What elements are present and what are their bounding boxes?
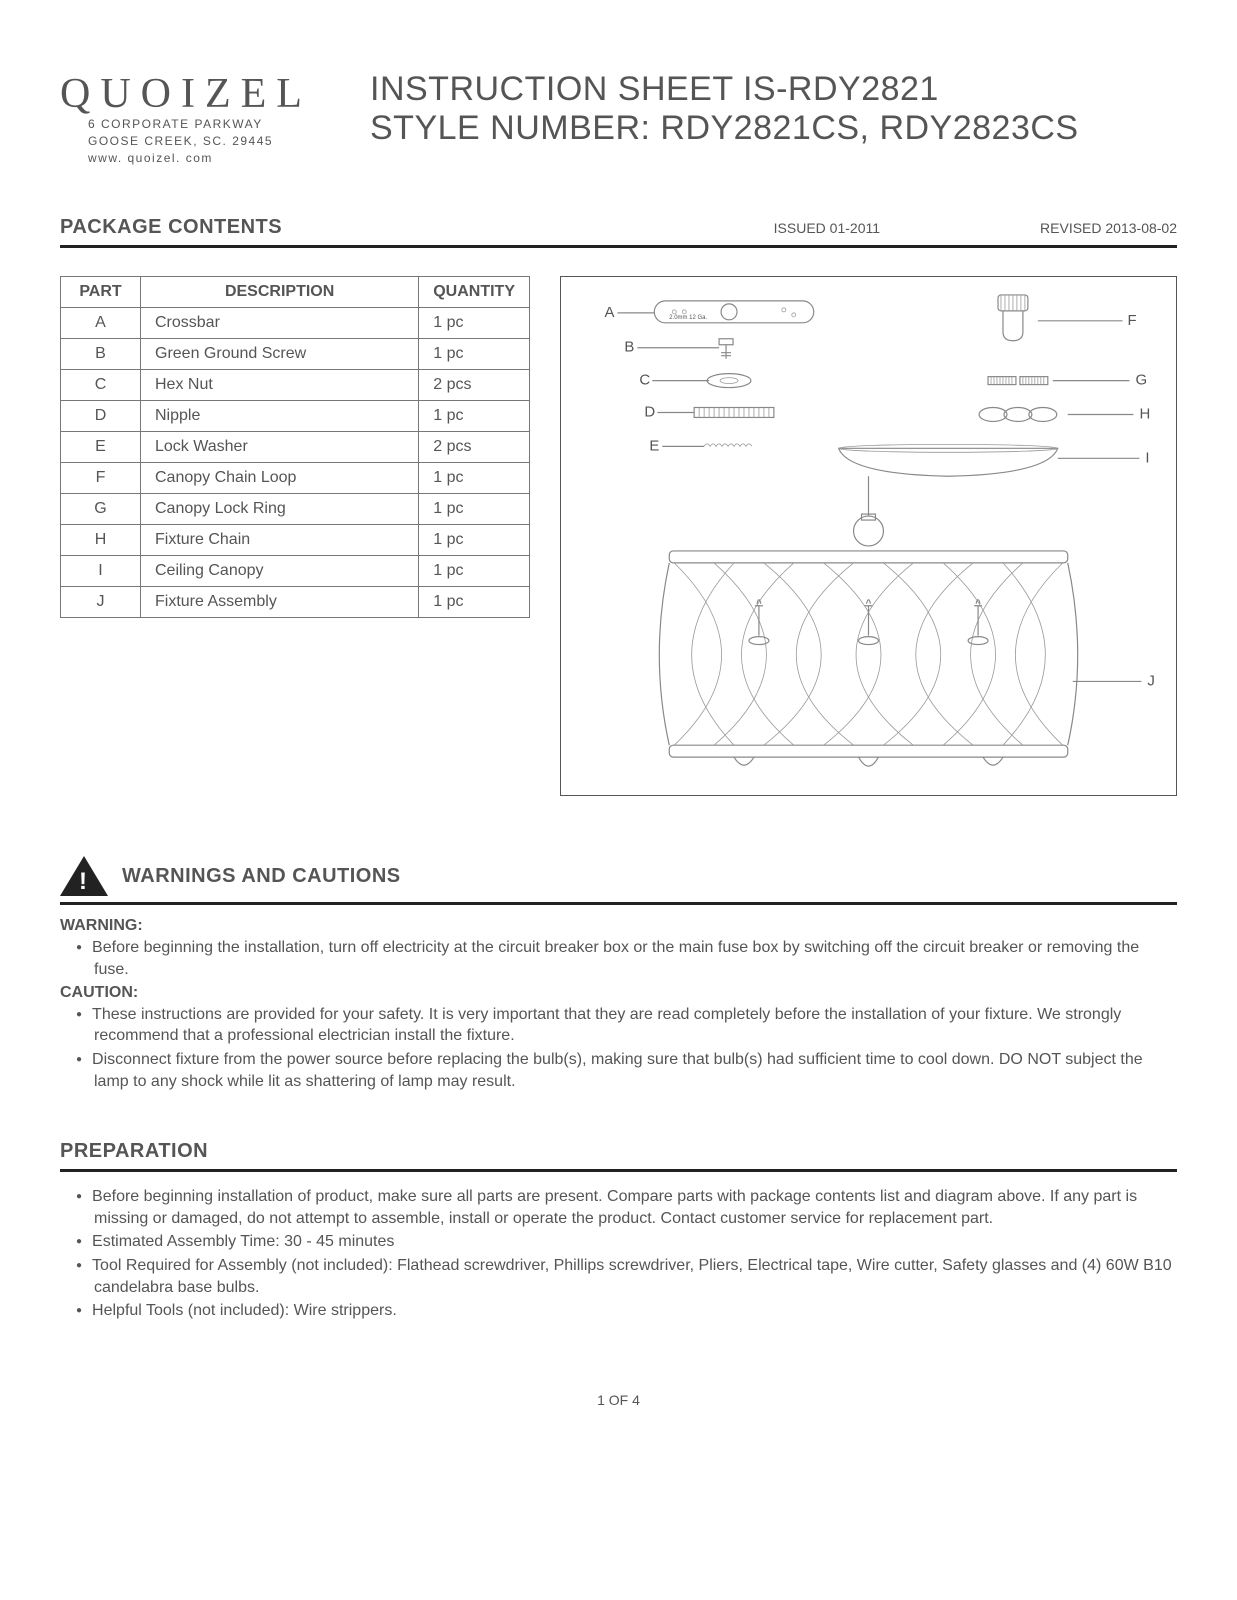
rule-1 xyxy=(60,245,1177,248)
cell-desc: Canopy Lock Ring xyxy=(141,494,419,525)
diagram-label-C: C xyxy=(639,372,650,389)
preparation-list: Before beginning installation of product… xyxy=(60,1186,1177,1322)
brand-block: QUOIZEL 6 CORPORATE PARKWAY GOOSE CREEK,… xyxy=(60,70,330,166)
cell-qty: 1 pc xyxy=(419,587,530,618)
package-contents-title: PACKAGE CONTENTS xyxy=(60,216,282,239)
cell-qty: 2 pcs xyxy=(419,370,530,401)
preparation-body: Before beginning installation of product… xyxy=(60,1186,1177,1322)
style-number-value: RDY2821CS, RDY2823CS xyxy=(650,109,1078,147)
cell-desc: Canopy Chain Loop xyxy=(141,463,419,494)
cell-qty: 1 pc xyxy=(419,308,530,339)
list-item: Before beginning the installation, turn … xyxy=(60,937,1177,980)
cell-qty: 1 pc xyxy=(419,401,530,432)
cell-part: D xyxy=(61,401,141,432)
package-contents-header-row: PACKAGE CONTENTS ISSUED 01-2011 REVISED … xyxy=(60,216,1177,239)
revised-text: REVISED 2013-08-02 xyxy=(1040,220,1177,236)
warnings-title: WARNINGS AND CAUTIONS xyxy=(122,865,401,888)
cell-part: H xyxy=(61,525,141,556)
cell-part: J xyxy=(61,587,141,618)
brand-website: www. quoizel. com xyxy=(88,150,330,167)
table-row: ACrossbar1 pc xyxy=(61,308,530,339)
diagram-label-F: F xyxy=(1128,312,1137,329)
table-row: FCanopy Chain Loop1 pc xyxy=(61,463,530,494)
cell-desc: Nipple xyxy=(141,401,419,432)
diagram-label-J: J xyxy=(1147,673,1154,690)
diagram-label-B: B xyxy=(624,339,634,356)
cell-part: G xyxy=(61,494,141,525)
cell-qty: 1 pc xyxy=(419,339,530,370)
list-item: These instructions are provided for your… xyxy=(60,1004,1177,1047)
table-header-row: PART DESCRIPTION QUANTITY xyxy=(61,277,530,308)
cell-desc: Crossbar xyxy=(141,308,419,339)
warning-icon: ! xyxy=(60,856,108,896)
preparation-title: PREPARATION xyxy=(60,1140,1177,1163)
cell-part: B xyxy=(61,339,141,370)
cell-desc: Hex Nut xyxy=(141,370,419,401)
table-row: BGreen Ground Screw1 pc xyxy=(61,339,530,370)
diagram-label-G: G xyxy=(1135,372,1147,389)
cell-qty: 1 pc xyxy=(419,556,530,587)
col-part: PART xyxy=(61,277,141,308)
page-number: 1 OF 4 xyxy=(60,1392,1177,1408)
cell-part: F xyxy=(61,463,141,494)
cell-desc: Lock Washer xyxy=(141,432,419,463)
warnings-body: WARNING: Before beginning the installati… xyxy=(60,915,1177,1092)
brand-address-1: 6 CORPORATE PARKWAY xyxy=(88,116,330,133)
list-item: Estimated Assembly Time: 30 - 45 minutes xyxy=(60,1231,1177,1253)
col-quantity: QUANTITY xyxy=(419,277,530,308)
diagram-label-E: E xyxy=(649,438,659,455)
cell-desc: Green Ground Screw xyxy=(141,339,419,370)
title-line-1: INSTRUCTION SHEET IS-RDY2821 xyxy=(370,70,1177,109)
cell-qty: 1 pc xyxy=(419,463,530,494)
cell-part: E xyxy=(61,432,141,463)
list-item: Tool Required for Assembly (not included… xyxy=(60,1255,1177,1298)
header: QUOIZEL 6 CORPORATE PARKWAY GOOSE CREEK,… xyxy=(60,70,1177,166)
contents-row: PART DESCRIPTION QUANTITY ACrossbar1 pcB… xyxy=(60,276,1177,796)
cell-desc: Fixture Chain xyxy=(141,525,419,556)
title-line-2: STYLE NUMBER: RDY2821CS, RDY2823CS xyxy=(370,109,1177,148)
svg-text:2.0mm 12 Ga.: 2.0mm 12 Ga. xyxy=(669,315,707,321)
table-row: ELock Washer2 pcs xyxy=(61,432,530,463)
table-row: CHex Nut2 pcs xyxy=(61,370,530,401)
warning-label: WARNING: xyxy=(60,917,143,934)
parts-table: PART DESCRIPTION QUANTITY ACrossbar1 pcB… xyxy=(60,276,530,618)
cell-qty: 1 pc xyxy=(419,494,530,525)
warning-list: Before beginning the installation, turn … xyxy=(60,937,1177,980)
cell-qty: 1 pc xyxy=(419,525,530,556)
table-row: JFixture Assembly1 pc xyxy=(61,587,530,618)
cell-part: C xyxy=(61,370,141,401)
cell-qty: 2 pcs xyxy=(419,432,530,463)
list-item: Disconnect fixture from the power source… xyxy=(60,1049,1177,1092)
cell-desc: Fixture Assembly xyxy=(141,587,419,618)
col-description: DESCRIPTION xyxy=(141,277,419,308)
diagram-label-I: I xyxy=(1145,450,1149,467)
table-row: DNipple1 pc xyxy=(61,401,530,432)
parts-diagram: A 2.0mm 12 Ga. B C D E xyxy=(560,276,1177,796)
cell-part: A xyxy=(61,308,141,339)
cell-desc: Ceiling Canopy xyxy=(141,556,419,587)
warnings-header: ! WARNINGS AND CAUTIONS xyxy=(60,856,1177,896)
caution-list: These instructions are provided for your… xyxy=(60,1004,1177,1092)
diagram-label-H: H xyxy=(1139,406,1150,423)
list-item: Helpful Tools (not included): Wire strip… xyxy=(60,1300,1177,1322)
table-row: GCanopy Lock Ring1 pc xyxy=(61,494,530,525)
table-row: ICeiling Canopy1 pc xyxy=(61,556,530,587)
caution-label: CAUTION: xyxy=(60,984,138,1001)
style-number-label: STYLE NUMBER: xyxy=(370,109,650,147)
cell-part: I xyxy=(61,556,141,587)
table-row: HFixture Chain1 pc xyxy=(61,525,530,556)
rule-3 xyxy=(60,1169,1177,1172)
diagram-label-A: A xyxy=(605,304,615,321)
brand-address-2: GOOSE CREEK, SC. 29445 xyxy=(88,133,330,150)
rule-2 xyxy=(60,902,1177,905)
issued-text: ISSUED 01-2011 xyxy=(774,220,880,236)
title-block: INSTRUCTION SHEET IS-RDY2821 STYLE NUMBE… xyxy=(370,70,1177,148)
parts-diagram-svg: A 2.0mm 12 Ga. B C D E xyxy=(561,277,1176,795)
brand-name: QUOIZEL xyxy=(60,70,330,118)
list-item: Before beginning installation of product… xyxy=(60,1186,1177,1229)
diagram-label-D: D xyxy=(644,404,655,421)
